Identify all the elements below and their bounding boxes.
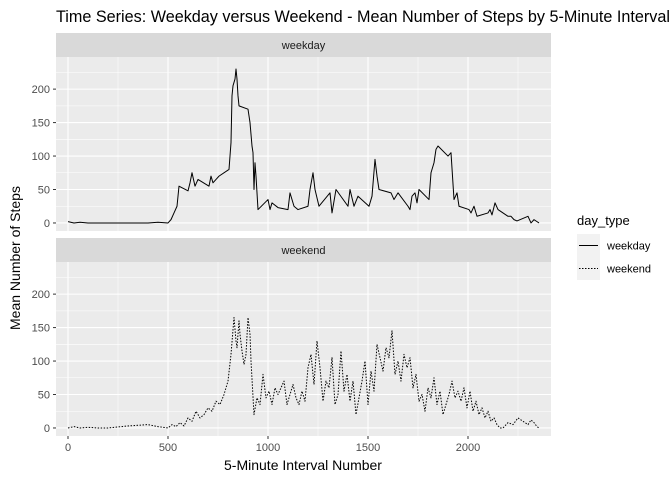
legend: day_type weekday weekend [577, 213, 651, 280]
x-tick-label: 1000 [256, 442, 280, 454]
x-tick-label: 1500 [356, 442, 380, 454]
y-tick-label: 200 [32, 84, 50, 96]
x-tick-label: 0 [65, 442, 71, 454]
chart-title: Time Series: Weekday versus Weekend - Me… [56, 7, 670, 26]
y-tick-label: 150 [32, 118, 50, 130]
y-tick-label: 100 [32, 151, 50, 163]
panel-background [56, 57, 551, 231]
legend-label: weekday [606, 241, 651, 253]
legend-item-weekend: weekend [577, 257, 651, 280]
y-tick-label: 0 [44, 218, 50, 230]
x-axis-title: 5-Minute Interval Number [224, 457, 382, 473]
x-tick-label: 500 [159, 442, 177, 454]
facet-strip [56, 238, 551, 262]
y-tick-label: 0 [44, 423, 50, 435]
legend-label: weekend [606, 264, 651, 276]
y-tick-label: 200 [32, 289, 50, 301]
y-tick-label: 50 [38, 185, 50, 197]
legend-title: day_type [577, 213, 630, 228]
facet-strip [56, 33, 551, 57]
panel-background [56, 262, 551, 436]
y-tick-label: 150 [32, 323, 50, 335]
facet-strip-label: weekend [280, 245, 325, 257]
panel-weekday: weekday 0 50 100 150 200 [32, 33, 551, 231]
facet-strip-label: weekday [281, 40, 326, 52]
y-tick-label: 50 [38, 390, 50, 402]
x-tick-label: 2000 [456, 442, 480, 454]
series-line-weekday [67, 68, 540, 224]
y-tick-label: 100 [32, 356, 50, 368]
legend-item-weekday: weekday [577, 234, 651, 257]
y-axis-title: Mean Number of Steps [7, 186, 23, 330]
series-line-weekend [67, 317, 540, 429]
